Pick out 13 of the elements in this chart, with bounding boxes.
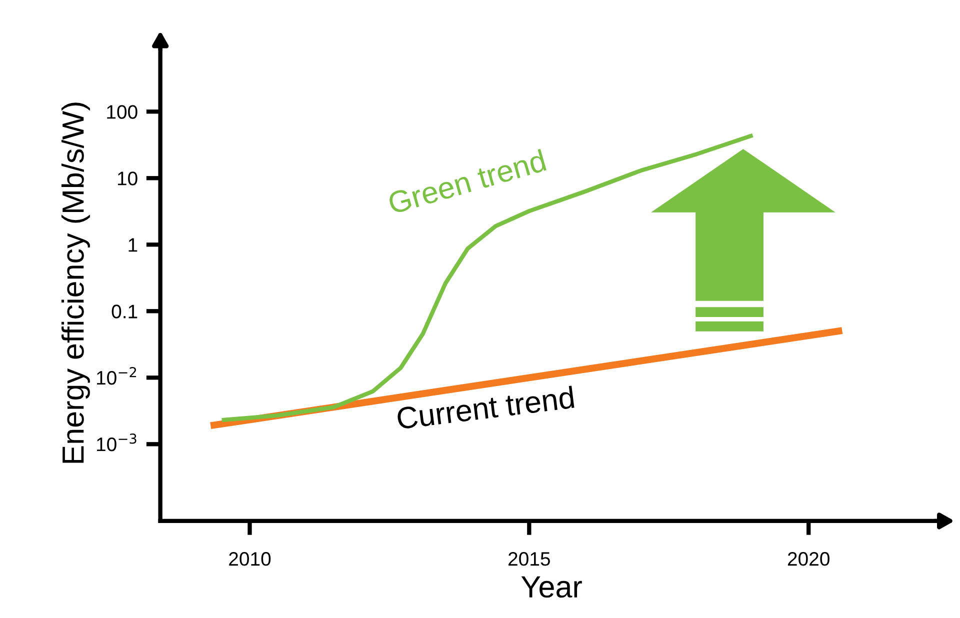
y-tick-label: 10$^{−2}$ (96, 367, 136, 385)
y-tick-label: 10$^{−3}$ (96, 434, 136, 452)
y-axis-title: Energy efficiency (Mb/s/W) (61, 102, 90, 463)
x-tick-label: 2015 (508, 552, 550, 566)
x-tick-label: 2020 (788, 552, 830, 566)
text: Green trend (387, 148, 547, 214)
y-tick-label: 100 (107, 105, 138, 119)
x-axis-title: Year (521, 576, 582, 598)
x-tick-label: 2010 (229, 552, 271, 566)
y-tick-label: 1 (128, 238, 138, 252)
text: Current trend (396, 386, 574, 430)
y-tick-label: 10 (118, 172, 138, 186)
y-tick-label: 0.1 (112, 304, 138, 318)
